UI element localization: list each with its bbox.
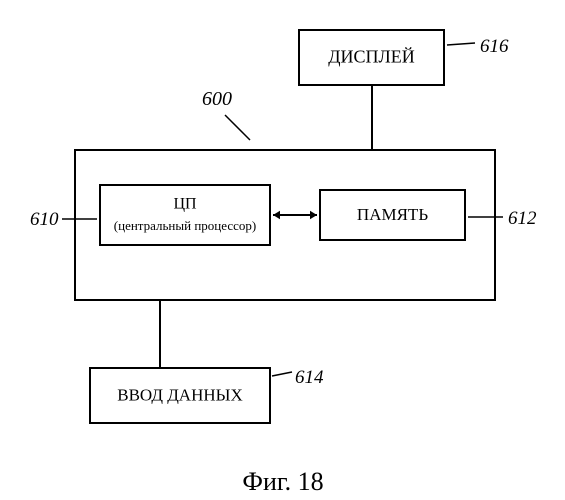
connector-cpu-memory xyxy=(273,211,317,219)
ref-614-leader xyxy=(272,372,292,376)
ref-614-text: 614 xyxy=(295,367,324,388)
figure-caption: Фиг. 18 xyxy=(242,467,323,496)
display-label: ДИСПЛЕЙ xyxy=(328,47,414,67)
ref-616: 616 xyxy=(447,36,509,57)
cpu-label-line1: ЦП xyxy=(173,196,197,213)
arrowhead-left-icon xyxy=(273,211,280,219)
ref-614: 614 xyxy=(272,367,324,388)
ref-612-text: 612 xyxy=(508,208,537,229)
ref-600-text: 600 xyxy=(202,88,232,110)
cpu-block: ЦП (центральный процессор) xyxy=(100,185,270,245)
cpu-label-line2: (центральный процессор) xyxy=(114,218,256,233)
ref-600-leader xyxy=(225,115,250,140)
ref-610-text: 610 xyxy=(30,209,59,230)
input-block: ВВОД ДАННЫХ xyxy=(90,368,270,423)
ref-600: 600 xyxy=(202,88,250,140)
arrowhead-right-icon xyxy=(310,211,317,219)
ref-616-text: 616 xyxy=(480,36,509,57)
ref-616-leader xyxy=(447,43,475,45)
memory-block: ПАМЯТЬ xyxy=(320,190,465,240)
display-block: ДИСПЛЕЙ xyxy=(299,30,444,85)
ref-610: 610 xyxy=(30,209,97,230)
block-diagram: ДИСПЛЕЙ ЦП (центральный процессор) ПАМЯТ… xyxy=(0,0,565,500)
memory-label: ПАМЯТЬ xyxy=(357,205,428,224)
input-label: ВВОД ДАННЫХ xyxy=(117,385,242,404)
ref-612: 612 xyxy=(468,208,537,229)
cpu-rect xyxy=(100,185,270,245)
